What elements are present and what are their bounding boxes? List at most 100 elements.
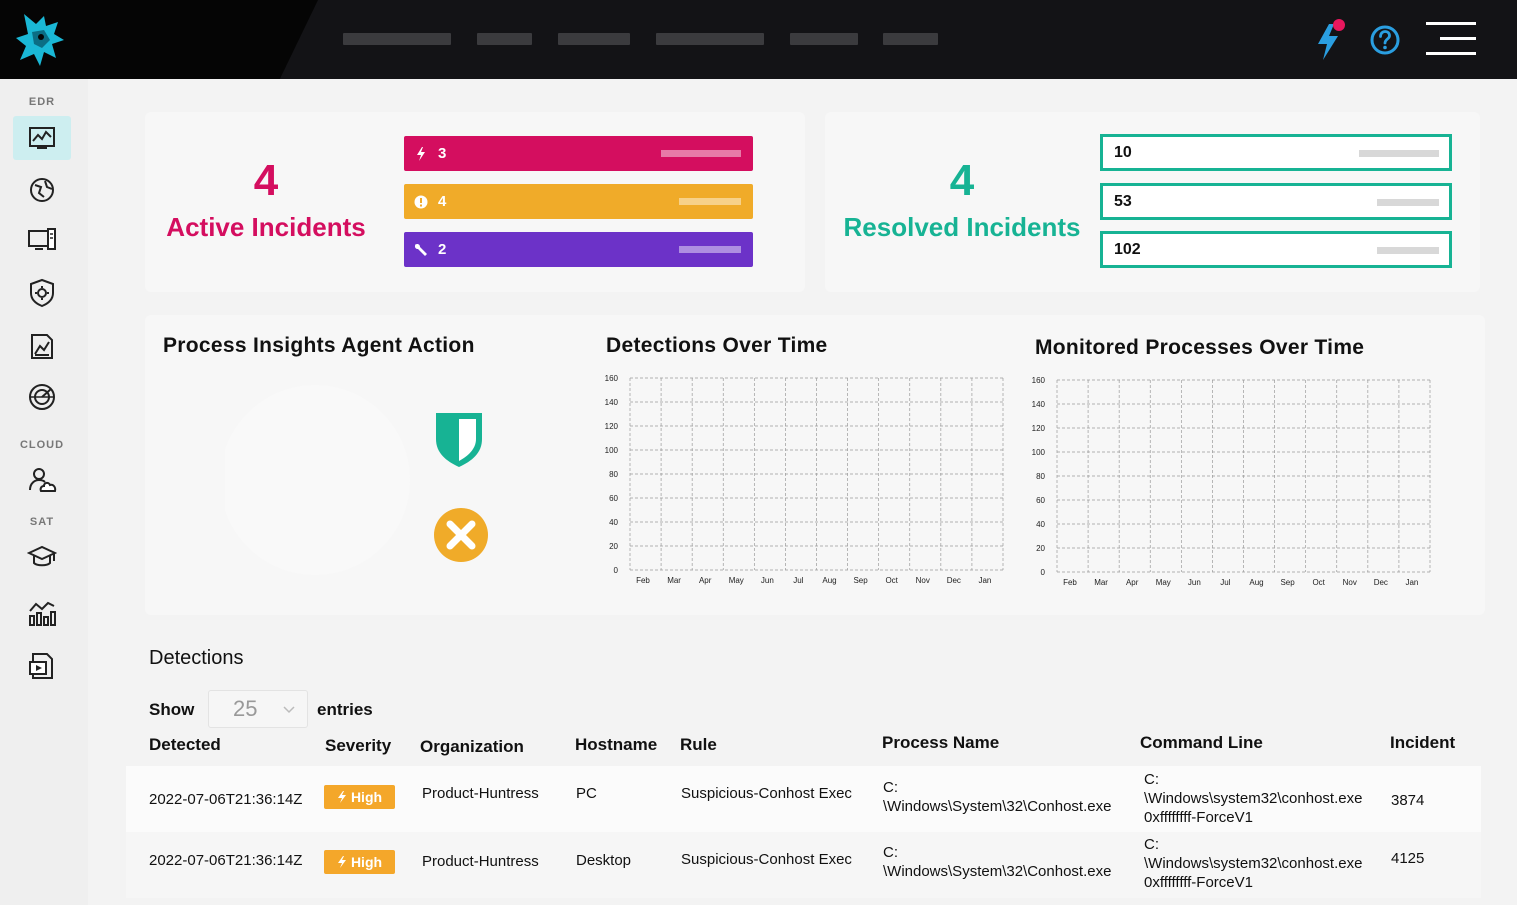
incident-bar-blurred-label bbox=[661, 150, 741, 157]
resolved-box[interactable]: 102 bbox=[1100, 231, 1452, 268]
sidebar-item-radar[interactable] bbox=[13, 375, 71, 419]
sidebar-item-cloud[interactable] bbox=[13, 458, 71, 502]
incident-bar-warning[interactable]: 4 bbox=[404, 184, 753, 219]
video-file-icon bbox=[29, 653, 53, 679]
column-header-incident[interactable]: Incident bbox=[1390, 733, 1456, 752]
severity-badge: High bbox=[324, 850, 395, 874]
sidebar-item-activity[interactable] bbox=[13, 116, 71, 160]
nav-item-5[interactable] bbox=[790, 33, 858, 45]
detections-chart-title: Detections Over Time bbox=[606, 334, 828, 357]
entries-select[interactable]: 25 bbox=[208, 690, 308, 728]
sidebar-item-training[interactable] bbox=[13, 535, 71, 579]
x-tick-label: Oct bbox=[885, 576, 898, 585]
document-chart-icon bbox=[31, 334, 53, 359]
cell-hostname: PC bbox=[576, 785, 597, 802]
y-tick-label: 140 bbox=[605, 398, 619, 407]
column-header-process-name[interactable]: Process Name bbox=[882, 733, 1000, 752]
cell-organization: Product-Huntress bbox=[422, 853, 539, 870]
x-tick-label: Jun bbox=[761, 576, 774, 585]
cell-incident[interactable]: 4125 bbox=[1391, 850, 1425, 867]
bolt-notification-icon[interactable] bbox=[1312, 16, 1348, 64]
x-circle-icon bbox=[434, 508, 488, 562]
nav-item-4[interactable] bbox=[656, 33, 764, 45]
globe-icon bbox=[30, 178, 54, 202]
y-tick-label: 80 bbox=[1036, 472, 1045, 481]
column-header-command-line[interactable]: Command Line bbox=[1140, 733, 1263, 752]
bolt-icon bbox=[414, 146, 428, 161]
x-tick-label: Sep bbox=[853, 576, 868, 585]
column-header-severity[interactable]: Severity bbox=[325, 736, 392, 755]
cell-command-line-line: C: bbox=[1144, 771, 1159, 788]
bolt-icon bbox=[337, 791, 346, 803]
sidebar-item-analytics[interactable] bbox=[13, 591, 71, 635]
resolved-incidents-label: Resolved Incidents bbox=[843, 212, 1081, 242]
active-incidents-label: Active Incidents bbox=[166, 212, 366, 242]
cell-process-name-line: \Windows\System\32\Conhost.exe bbox=[883, 798, 1112, 815]
nav-item-1[interactable] bbox=[343, 33, 451, 45]
logo-icon[interactable] bbox=[14, 10, 66, 68]
nav-item-6[interactable] bbox=[883, 33, 938, 45]
y-tick-label: 20 bbox=[609, 542, 618, 551]
incident-bar-remediation[interactable]: 2 bbox=[404, 232, 753, 267]
x-tick-label: Jul bbox=[1220, 578, 1230, 587]
cell-rule: Suspicious-Conhost Exec bbox=[681, 785, 852, 802]
help-icon[interactable] bbox=[1369, 24, 1401, 56]
column-header-hostname[interactable]: Hostname bbox=[575, 735, 658, 754]
x-tick-label: Nov bbox=[1343, 578, 1357, 587]
bolt-icon bbox=[337, 856, 346, 868]
cell-rule: Suspicious-Conhost Exec bbox=[681, 851, 852, 868]
cell-command-line-line: 0xffffffff-ForceV1 bbox=[1144, 874, 1253, 891]
y-tick-label: 0 bbox=[1041, 568, 1046, 577]
y-tick-label: 160 bbox=[1032, 376, 1046, 385]
sidebar-item-video[interactable] bbox=[13, 644, 71, 688]
y-tick-label: 80 bbox=[609, 470, 618, 479]
sidebar-item-globe[interactable] bbox=[13, 168, 71, 212]
column-header-detected[interactable]: Detected bbox=[149, 735, 221, 754]
detections-over-time-chart: 0 20 40 60 80 100 120 140 160 Feb Mar Apr May Jun Jul A… bbox=[605, 374, 1004, 585]
shield-icon bbox=[436, 413, 482, 467]
cell-command-line-line: 0xffffffff-ForceV1 bbox=[1144, 809, 1253, 826]
resolved-box[interactable]: 53 bbox=[1100, 183, 1452, 220]
sidebar-item-monitor[interactable] bbox=[13, 219, 71, 263]
x-tick-label: Apr bbox=[699, 576, 712, 585]
monitored-processes-chart: 0 20 40 60 80 100 120 140 160 Feb Mar Apr May Jun Jul A… bbox=[1032, 376, 1431, 587]
x-tick-label: Aug bbox=[822, 576, 836, 585]
x-tick-label: May bbox=[729, 576, 744, 585]
cell-command-line-line: \Windows\system32\conhost.exe bbox=[1144, 790, 1363, 807]
column-header-rule[interactable]: Rule bbox=[680, 735, 717, 754]
x-tick-label: Nov bbox=[916, 576, 930, 585]
nav-item-3[interactable] bbox=[558, 33, 630, 45]
resolved-box-value: 10 bbox=[1114, 143, 1132, 161]
resolved-incidents-count: 4 bbox=[949, 156, 975, 205]
y-tick-label: 100 bbox=[1032, 448, 1046, 457]
cell-incident[interactable]: 3874 bbox=[1391, 792, 1425, 809]
sidebar-item-reports[interactable] bbox=[13, 324, 71, 368]
cell-process-name-line: \Windows\System\32\Conhost.exe bbox=[883, 863, 1112, 880]
incident-bar-critical[interactable]: 3 bbox=[404, 136, 753, 171]
entries-select-value: 25 bbox=[233, 696, 258, 721]
detections-title: Detections bbox=[149, 647, 244, 669]
hamburger-menu-icon[interactable] bbox=[1426, 22, 1476, 56]
x-tick-label: Dec bbox=[947, 576, 961, 585]
cloud-user-icon bbox=[29, 468, 57, 492]
severity-badge: High bbox=[324, 785, 395, 809]
x-tick-label: Jan bbox=[1405, 578, 1418, 587]
top-bar bbox=[0, 0, 1517, 79]
radar-globe-icon bbox=[29, 384, 55, 410]
sidebar-item-shield[interactable] bbox=[13, 271, 71, 315]
y-tick-label: 160 bbox=[605, 374, 619, 383]
nav-item-2[interactable] bbox=[477, 33, 532, 45]
process-insights-title: Process Insights Agent Action bbox=[163, 334, 475, 357]
graduation-cap-icon bbox=[27, 545, 57, 567]
column-header-organization[interactable]: Organization bbox=[420, 737, 524, 756]
resolved-box[interactable]: 10 bbox=[1100, 134, 1452, 171]
sidebar-section-label: SAT bbox=[29, 516, 55, 528]
monitor-icon bbox=[28, 228, 56, 250]
y-tick-label: 20 bbox=[1036, 544, 1045, 553]
x-tick-label: Apr bbox=[1126, 578, 1139, 587]
chevron-down-icon bbox=[283, 706, 295, 714]
y-tick-label: 60 bbox=[1036, 496, 1045, 505]
cell-detected: 2022-07-06T21:36:14Z bbox=[149, 791, 303, 808]
active-incidents-count: 4 bbox=[253, 156, 279, 205]
x-tick-label: Dec bbox=[1374, 578, 1388, 587]
